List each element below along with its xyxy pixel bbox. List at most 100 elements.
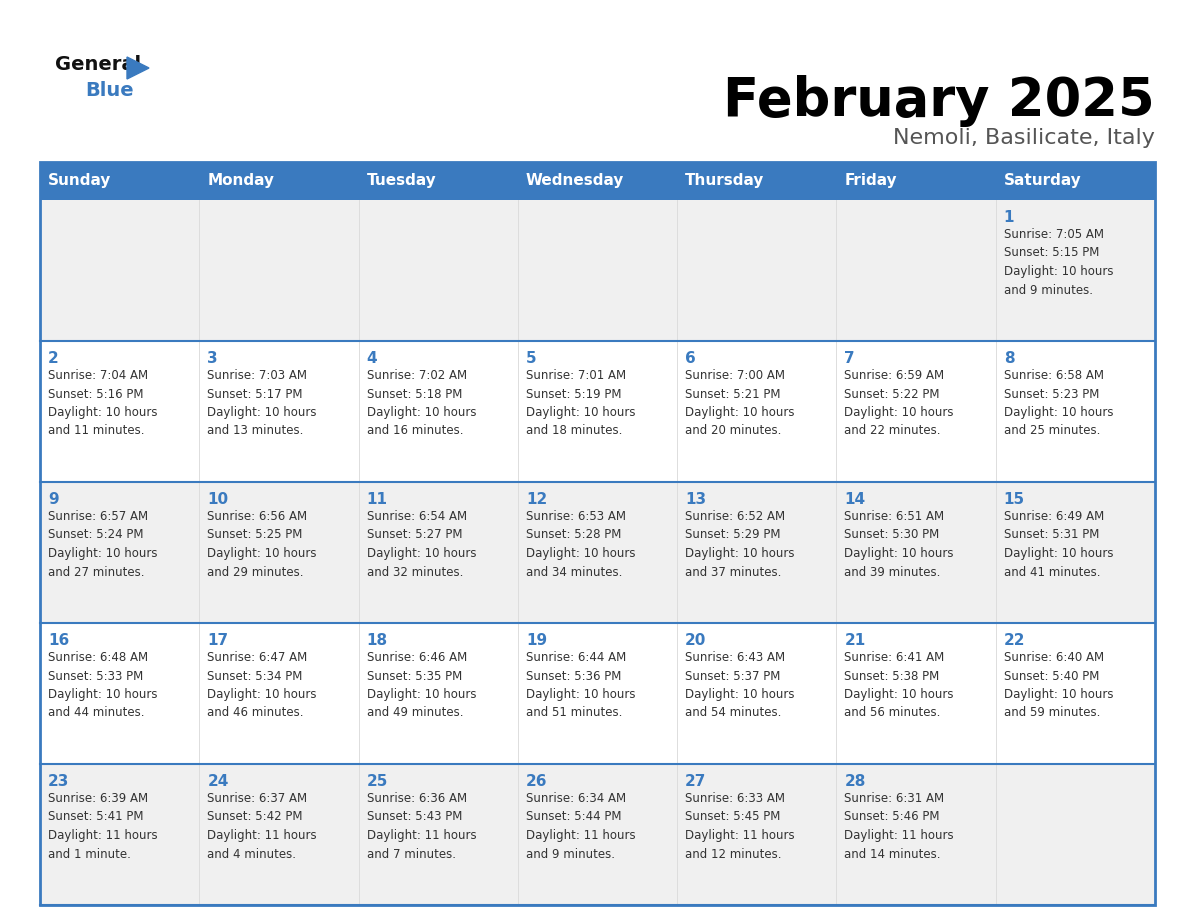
- Text: 2: 2: [48, 351, 58, 366]
- Bar: [996, 162, 1155, 200]
- Text: 14: 14: [845, 492, 866, 507]
- Bar: [518, 623, 677, 764]
- Bar: [200, 764, 359, 905]
- Bar: [677, 200, 836, 341]
- Text: 21: 21: [845, 633, 866, 648]
- Text: 10: 10: [207, 492, 228, 507]
- Bar: [40, 341, 200, 482]
- Text: 16: 16: [48, 633, 69, 648]
- Bar: [836, 482, 996, 623]
- Text: Sunrise: 7:00 AM
Sunset: 5:21 PM
Daylight: 10 hours
and 20 minutes.: Sunrise: 7:00 AM Sunset: 5:21 PM Dayligh…: [685, 369, 795, 438]
- Bar: [359, 623, 518, 764]
- Text: Sunrise: 6:33 AM
Sunset: 5:45 PM
Daylight: 11 hours
and 12 minutes.: Sunrise: 6:33 AM Sunset: 5:45 PM Dayligh…: [685, 792, 795, 860]
- Bar: [996, 341, 1155, 482]
- Text: Sunrise: 6:41 AM
Sunset: 5:38 PM
Daylight: 10 hours
and 56 minutes.: Sunrise: 6:41 AM Sunset: 5:38 PM Dayligh…: [845, 651, 954, 720]
- Text: February 2025: February 2025: [723, 75, 1155, 127]
- Bar: [40, 764, 200, 905]
- Text: 9: 9: [48, 492, 58, 507]
- Text: Sunrise: 6:36 AM
Sunset: 5:43 PM
Daylight: 11 hours
and 7 minutes.: Sunrise: 6:36 AM Sunset: 5:43 PM Dayligh…: [367, 792, 476, 860]
- Bar: [836, 623, 996, 764]
- Bar: [996, 482, 1155, 623]
- Text: Sunrise: 6:44 AM
Sunset: 5:36 PM
Daylight: 10 hours
and 51 minutes.: Sunrise: 6:44 AM Sunset: 5:36 PM Dayligh…: [526, 651, 636, 720]
- Text: 26: 26: [526, 774, 548, 789]
- Bar: [200, 200, 359, 341]
- Bar: [359, 162, 518, 200]
- Text: Sunrise: 6:40 AM
Sunset: 5:40 PM
Daylight: 10 hours
and 59 minutes.: Sunrise: 6:40 AM Sunset: 5:40 PM Dayligh…: [1004, 651, 1113, 720]
- Text: Sunrise: 6:49 AM
Sunset: 5:31 PM
Daylight: 10 hours
and 41 minutes.: Sunrise: 6:49 AM Sunset: 5:31 PM Dayligh…: [1004, 510, 1113, 578]
- Text: Sunrise: 6:58 AM
Sunset: 5:23 PM
Daylight: 10 hours
and 25 minutes.: Sunrise: 6:58 AM Sunset: 5:23 PM Dayligh…: [1004, 369, 1113, 438]
- Text: Sunrise: 6:43 AM
Sunset: 5:37 PM
Daylight: 10 hours
and 54 minutes.: Sunrise: 6:43 AM Sunset: 5:37 PM Dayligh…: [685, 651, 795, 720]
- Bar: [996, 764, 1155, 905]
- Bar: [200, 162, 359, 200]
- Text: Tuesday: Tuesday: [367, 174, 436, 188]
- Text: 4: 4: [367, 351, 378, 366]
- Text: Sunrise: 6:54 AM
Sunset: 5:27 PM
Daylight: 10 hours
and 32 minutes.: Sunrise: 6:54 AM Sunset: 5:27 PM Dayligh…: [367, 510, 476, 578]
- Text: Sunrise: 6:59 AM
Sunset: 5:22 PM
Daylight: 10 hours
and 22 minutes.: Sunrise: 6:59 AM Sunset: 5:22 PM Dayligh…: [845, 369, 954, 438]
- Text: 25: 25: [367, 774, 388, 789]
- Text: Sunrise: 6:37 AM
Sunset: 5:42 PM
Daylight: 11 hours
and 4 minutes.: Sunrise: 6:37 AM Sunset: 5:42 PM Dayligh…: [207, 792, 317, 860]
- Text: Sunrise: 6:48 AM
Sunset: 5:33 PM
Daylight: 10 hours
and 44 minutes.: Sunrise: 6:48 AM Sunset: 5:33 PM Dayligh…: [48, 651, 158, 720]
- Bar: [836, 162, 996, 200]
- Bar: [518, 764, 677, 905]
- Text: 13: 13: [685, 492, 707, 507]
- Text: Sunrise: 7:05 AM
Sunset: 5:15 PM
Daylight: 10 hours
and 9 minutes.: Sunrise: 7:05 AM Sunset: 5:15 PM Dayligh…: [1004, 228, 1113, 297]
- Text: Sunrise: 6:31 AM
Sunset: 5:46 PM
Daylight: 11 hours
and 14 minutes.: Sunrise: 6:31 AM Sunset: 5:46 PM Dayligh…: [845, 792, 954, 860]
- Text: 24: 24: [207, 774, 228, 789]
- Text: 19: 19: [526, 633, 546, 648]
- Text: Sunrise: 6:53 AM
Sunset: 5:28 PM
Daylight: 10 hours
and 34 minutes.: Sunrise: 6:53 AM Sunset: 5:28 PM Dayligh…: [526, 510, 636, 578]
- Bar: [200, 341, 359, 482]
- Text: Sunrise: 6:46 AM
Sunset: 5:35 PM
Daylight: 10 hours
and 49 minutes.: Sunrise: 6:46 AM Sunset: 5:35 PM Dayligh…: [367, 651, 476, 720]
- Text: 7: 7: [845, 351, 855, 366]
- Bar: [359, 341, 518, 482]
- Bar: [996, 200, 1155, 341]
- Text: Sunrise: 7:01 AM
Sunset: 5:19 PM
Daylight: 10 hours
and 18 minutes.: Sunrise: 7:01 AM Sunset: 5:19 PM Dayligh…: [526, 369, 636, 438]
- Text: 17: 17: [207, 633, 228, 648]
- Text: 27: 27: [685, 774, 707, 789]
- Text: General: General: [55, 55, 141, 74]
- Bar: [518, 341, 677, 482]
- Bar: [359, 764, 518, 905]
- Bar: [836, 764, 996, 905]
- Text: 6: 6: [685, 351, 696, 366]
- Text: Monday: Monday: [207, 174, 274, 188]
- Bar: [40, 162, 1155, 905]
- Text: 23: 23: [48, 774, 69, 789]
- Text: 3: 3: [207, 351, 217, 366]
- Text: 15: 15: [1004, 492, 1025, 507]
- Text: Sunrise: 7:02 AM
Sunset: 5:18 PM
Daylight: 10 hours
and 16 minutes.: Sunrise: 7:02 AM Sunset: 5:18 PM Dayligh…: [367, 369, 476, 438]
- Bar: [836, 341, 996, 482]
- Text: Saturday: Saturday: [1004, 174, 1081, 188]
- Bar: [359, 200, 518, 341]
- Bar: [677, 482, 836, 623]
- Text: 11: 11: [367, 492, 387, 507]
- Text: Sunrise: 6:39 AM
Sunset: 5:41 PM
Daylight: 11 hours
and 1 minute.: Sunrise: 6:39 AM Sunset: 5:41 PM Dayligh…: [48, 792, 158, 860]
- Text: 12: 12: [526, 492, 548, 507]
- Text: 18: 18: [367, 633, 387, 648]
- Text: Friday: Friday: [845, 174, 897, 188]
- Bar: [40, 623, 200, 764]
- Bar: [200, 623, 359, 764]
- Bar: [996, 623, 1155, 764]
- Text: Blue: Blue: [86, 81, 133, 100]
- Text: 5: 5: [526, 351, 537, 366]
- Text: Sunrise: 7:03 AM
Sunset: 5:17 PM
Daylight: 10 hours
and 13 minutes.: Sunrise: 7:03 AM Sunset: 5:17 PM Dayligh…: [207, 369, 317, 438]
- Text: Sunrise: 6:51 AM
Sunset: 5:30 PM
Daylight: 10 hours
and 39 minutes.: Sunrise: 6:51 AM Sunset: 5:30 PM Dayligh…: [845, 510, 954, 578]
- Bar: [40, 200, 200, 341]
- Text: Sunrise: 6:52 AM
Sunset: 5:29 PM
Daylight: 10 hours
and 37 minutes.: Sunrise: 6:52 AM Sunset: 5:29 PM Dayligh…: [685, 510, 795, 578]
- Bar: [518, 200, 677, 341]
- Bar: [836, 200, 996, 341]
- Text: 22: 22: [1004, 633, 1025, 648]
- Text: 8: 8: [1004, 351, 1015, 366]
- Bar: [677, 341, 836, 482]
- Bar: [359, 482, 518, 623]
- Text: Sunrise: 7:04 AM
Sunset: 5:16 PM
Daylight: 10 hours
and 11 minutes.: Sunrise: 7:04 AM Sunset: 5:16 PM Dayligh…: [48, 369, 158, 438]
- Text: Sunrise: 6:57 AM
Sunset: 5:24 PM
Daylight: 10 hours
and 27 minutes.: Sunrise: 6:57 AM Sunset: 5:24 PM Dayligh…: [48, 510, 158, 578]
- Text: Sunrise: 6:47 AM
Sunset: 5:34 PM
Daylight: 10 hours
and 46 minutes.: Sunrise: 6:47 AM Sunset: 5:34 PM Dayligh…: [207, 651, 317, 720]
- Text: Thursday: Thursday: [685, 174, 765, 188]
- Text: Sunrise: 6:56 AM
Sunset: 5:25 PM
Daylight: 10 hours
and 29 minutes.: Sunrise: 6:56 AM Sunset: 5:25 PM Dayligh…: [207, 510, 317, 578]
- Text: Nemoli, Basilicate, Italy: Nemoli, Basilicate, Italy: [893, 128, 1155, 148]
- Text: 1: 1: [1004, 210, 1015, 225]
- Text: 28: 28: [845, 774, 866, 789]
- Bar: [40, 482, 200, 623]
- Bar: [518, 482, 677, 623]
